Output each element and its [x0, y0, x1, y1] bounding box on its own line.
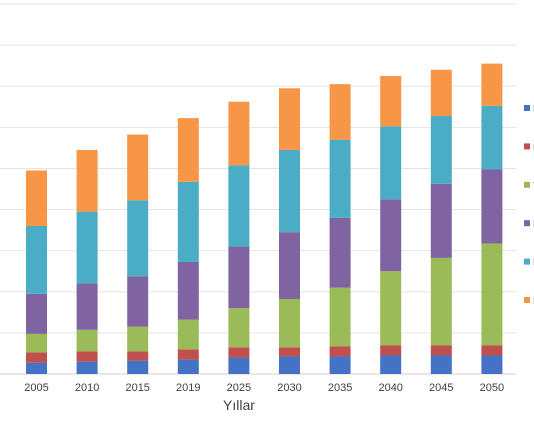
bar-segment	[127, 134, 149, 201]
x-axis-ticks: 2005 2010 2015 2019 2025 2030 2035 2040 2045 2050	[24, 382, 504, 394]
bar-segment	[127, 360, 149, 374]
bar-segment	[481, 243, 503, 346]
bar-segment	[430, 69, 452, 117]
bar-segment	[329, 217, 351, 288]
legend-swatch	[524, 258, 530, 265]
legend-swatch	[524, 143, 530, 150]
bar-segment	[228, 165, 250, 247]
legend-swatch	[524, 220, 530, 227]
bars	[26, 63, 503, 374]
legend-swatch	[524, 105, 530, 111]
bar-segment	[127, 276, 149, 327]
bar-segment	[279, 298, 300, 348]
bar-segment	[177, 349, 199, 360]
bar-segment	[279, 347, 300, 357]
bar-segment	[380, 199, 402, 272]
x-tick-label: 2035	[328, 382, 352, 394]
x-tick-label: 2015	[125, 382, 149, 394]
bar-segment	[177, 319, 199, 350]
bar-segment	[329, 84, 351, 140]
bar-segment	[430, 183, 452, 258]
bar-segment	[329, 287, 351, 347]
bar-segment	[76, 211, 98, 284]
bar-segment	[177, 181, 199, 262]
bar-segment	[127, 200, 149, 277]
bar-segment	[481, 105, 503, 170]
bar-segment	[279, 149, 300, 233]
bar-segment	[76, 351, 98, 362]
bar-segment	[177, 118, 199, 182]
bar-segment	[279, 88, 300, 150]
bar-segment	[26, 352, 47, 363]
bar-segment	[228, 357, 250, 374]
x-tick-label: 2019	[176, 382, 200, 394]
bar-segment	[228, 347, 250, 358]
bar-segment	[228, 308, 250, 348]
bar-segment	[380, 75, 402, 127]
bar-segment	[329, 139, 351, 218]
bar-segment	[380, 126, 402, 200]
bar-segment	[430, 355, 452, 374]
bar-segment	[76, 329, 98, 352]
x-tick-label: 2025	[227, 382, 251, 394]
bar-segment	[127, 351, 149, 361]
x-tick-label: 2040	[378, 382, 402, 394]
bar-segment	[26, 333, 47, 353]
bar-segment	[228, 101, 250, 166]
bar-segment	[26, 226, 47, 294]
x-tick-label: 2045	[429, 382, 453, 394]
x-axis-title: Yıllar	[223, 397, 255, 413]
bar-segment	[329, 346, 351, 357]
bar-segment	[177, 359, 199, 374]
legend: KMYDFH	[524, 104, 534, 307]
bar-segment	[76, 149, 98, 212]
bar-segment	[430, 345, 452, 356]
bar-segment	[481, 355, 503, 374]
legend-swatch	[524, 181, 530, 188]
x-tick-label: 2010	[75, 382, 99, 394]
bar-segment	[127, 326, 149, 352]
bar-segment	[26, 170, 47, 226]
bar-segment	[481, 169, 503, 244]
bar-segment	[26, 293, 47, 334]
bar-segment	[481, 345, 503, 356]
x-tick-label: 2005	[24, 382, 48, 394]
bar-segment	[430, 116, 452, 184]
bar-segment	[380, 355, 402, 374]
bar-segment	[380, 345, 402, 356]
x-tick-label: 2050	[480, 382, 504, 394]
x-tick-label: 2030	[277, 382, 301, 394]
legend-swatch	[524, 297, 530, 303]
bar-segment	[329, 356, 351, 374]
bar-segment	[430, 257, 452, 346]
bar-segment	[380, 271, 402, 346]
bar-segment	[481, 63, 503, 106]
bar-segment	[279, 356, 300, 374]
bar-segment	[228, 246, 250, 309]
bar-segment	[177, 261, 199, 320]
bar-segment	[26, 362, 47, 374]
bar-segment	[76, 283, 98, 330]
bar-segment	[76, 361, 98, 374]
bar-segment	[279, 232, 300, 299]
